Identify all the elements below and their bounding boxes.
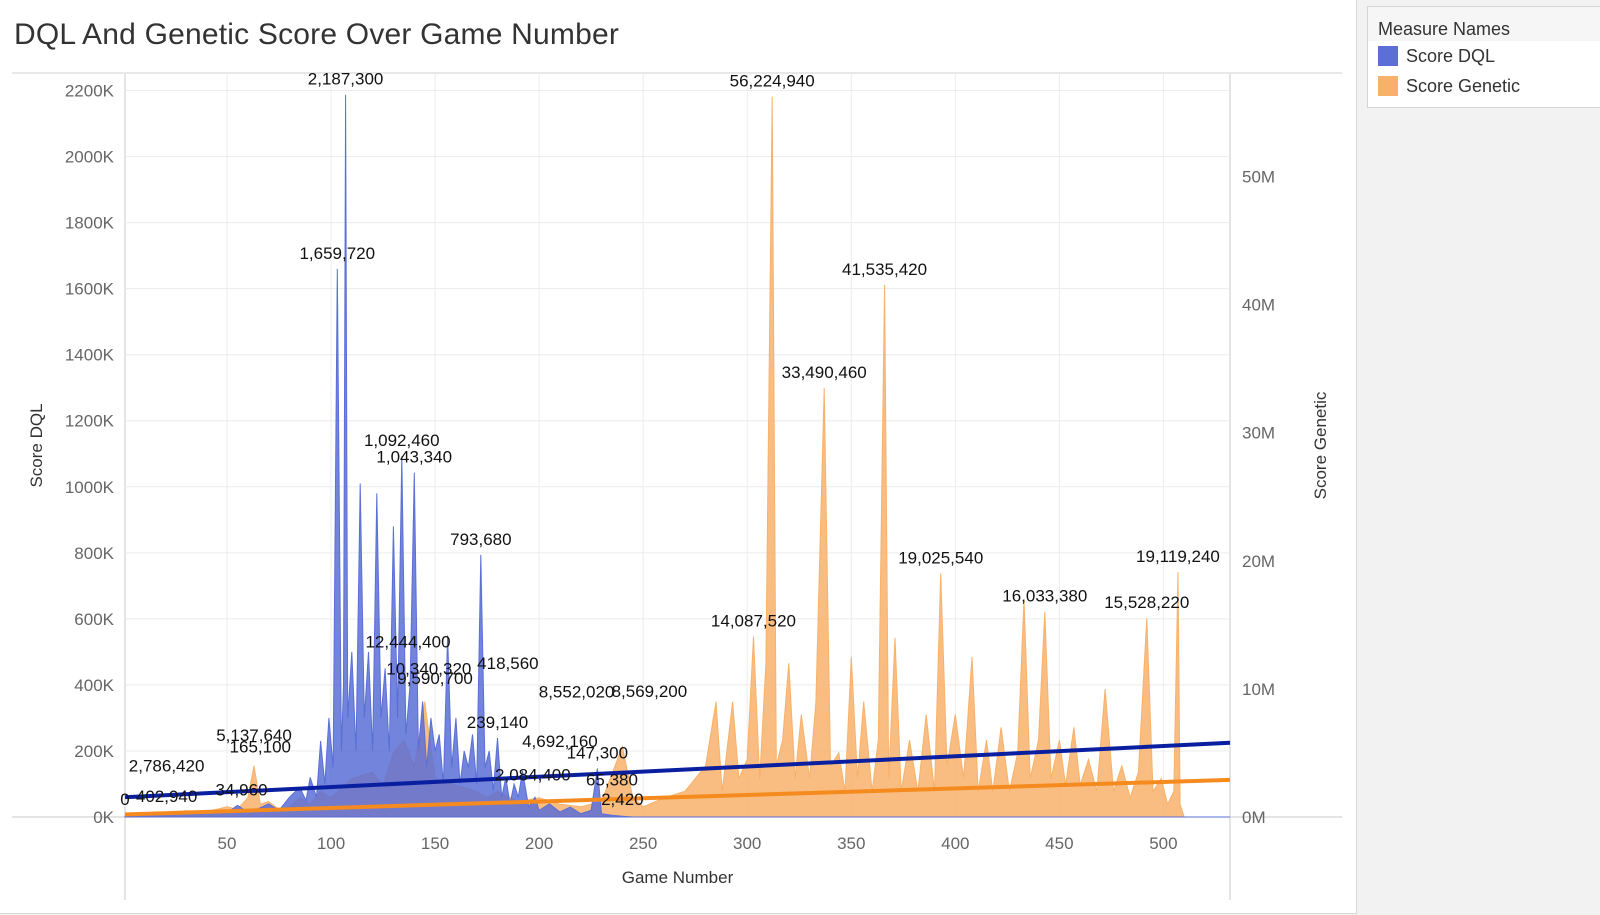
x-tick-350: 350 [837, 834, 865, 853]
chart-canvas: DQL And Genetic Score Over Game Number 5… [0, 0, 1357, 914]
legend-swatch-score-dql [1378, 46, 1398, 66]
data-label-418-560: 418,560 [477, 654, 538, 673]
x-tick-250: 250 [629, 834, 657, 853]
data-label-65-380: 65,380 [586, 770, 638, 789]
y-right-tick-0m: 0M [1242, 808, 1266, 827]
legend-swatch-score-genetic [1378, 76, 1398, 96]
x-tick-300: 300 [733, 834, 761, 853]
data-label-1-043-340: 1,043,340 [376, 447, 452, 466]
legend-label-score-genetic: Score Genetic [1406, 75, 1521, 96]
data-label-9-590-700: 9,590,700 [397, 669, 473, 688]
x-tick-400: 400 [941, 834, 969, 853]
dual-axis-area-chart: 50 100 150 200 250 300 350 400 450 500 0K 200K 400K 6… [12, 70, 1342, 900]
data-label-34-960: 34,960 [216, 780, 268, 799]
y-left-tick-1600k: 1600K [65, 280, 115, 299]
data-label-1-659-720: 1,659,720 [299, 244, 375, 263]
data-label-19-025-540: 19,025,540 [898, 548, 983, 567]
chart-title: DQL And Genetic Score Over Game Number [14, 18, 620, 51]
data-label-56-224-940: 56,224,940 [730, 72, 815, 91]
y-right-tick-20m: 20M [1242, 552, 1275, 571]
trend-line-score-dql [124, 740, 1231, 800]
data-label-2-084-400: 2,084,400 [495, 765, 571, 784]
y-left-tick-1800k: 1800K [65, 214, 115, 233]
y-right-tick-50m: 50M [1242, 167, 1275, 186]
x-tick-450: 450 [1045, 834, 1073, 853]
data-label-239-140: 239,140 [467, 713, 528, 732]
y-right-tick-30m: 30M [1242, 424, 1275, 443]
y-left-tick-2200k: 2200K [65, 82, 115, 101]
data-label-793-680: 793,680 [450, 530, 511, 549]
y-left-tick-400k: 400K [74, 676, 114, 695]
data-label-41-535-420: 41,535,420 [842, 260, 927, 279]
data-label-4-692-160: 4,692,160 [522, 732, 598, 751]
data-label-2-786-420: 2,786,420 [129, 756, 205, 775]
legend-item-score-dql[interactable]: Score DQL [1368, 41, 1600, 71]
y-left-tick-600k: 600K [74, 610, 114, 629]
data-label-15-528-220: 15,528,220 [1104, 593, 1189, 612]
data-label-2-420: 2,420 [601, 790, 644, 809]
area-score-dql [124, 94, 1230, 818]
x-tick-100: 100 [317, 834, 345, 853]
data-label-5-137-640: 5,137,640 [216, 726, 292, 745]
y-right-axis-title: Score Genetic [1311, 391, 1330, 499]
data-label-33-490-460: 33,490,460 [782, 363, 867, 382]
data-label-165-100: 165,100 [230, 737, 291, 756]
y-left-axis-title: Score DQL [27, 403, 46, 487]
data-label-8-569-200: 8,569,200 [612, 682, 688, 701]
data-label-14-087-520: 14,087,520 [711, 612, 796, 631]
area-score-genetic [124, 96, 1230, 818]
x-tick-50: 50 [218, 834, 237, 853]
data-label-16-033-380: 16,033,380 [1002, 587, 1087, 606]
legend-item-score-genetic[interactable]: Score Genetic [1368, 71, 1600, 101]
legend: Measure Names Score DQL Score Genetic [1367, 6, 1600, 108]
data-label-8-552-020: 8,552,020 [539, 682, 615, 701]
y-left-tick-800k: 800K [74, 544, 114, 563]
data-label-10-340-320: 10,340,320 [386, 660, 471, 679]
data-label-19-119-240: 19,119,240 [1136, 547, 1220, 566]
x-tick-500: 500 [1149, 834, 1177, 853]
data-label-0: 0 [120, 790, 129, 809]
x-axis-title: Game Number [622, 868, 734, 887]
y-left-tick-0k: 0K [93, 808, 114, 827]
legend-title: Measure Names [1368, 7, 1600, 41]
y-left-tick-2000k: 2000K [65, 148, 115, 167]
y-right-tick-10m: 10M [1242, 680, 1275, 699]
y-left-tick-1000k: 1000K [65, 478, 115, 497]
y-right-tick-40m: 40M [1242, 296, 1275, 315]
y-left-tick-1400k: 1400K [65, 346, 115, 365]
x-tick-200: 200 [525, 834, 553, 853]
x-tick-150: 150 [421, 834, 449, 853]
data-label-147-300: 147,300 [567, 743, 628, 762]
data-label-2-187-300: 2,187,300 [308, 70, 384, 89]
legend-label-score-dql: Score DQL [1406, 45, 1496, 66]
data-label-402-940: 402,940 [136, 787, 197, 806]
data-label-1-092-460: 1,092,460 [364, 431, 440, 450]
trend-line-score-genetic [124, 777, 1231, 817]
y-left-tick-1200k: 1200K [65, 412, 115, 431]
y-left-tick-200k: 200K [74, 742, 114, 761]
data-label-12-444-400: 12,444,400 [365, 633, 450, 652]
